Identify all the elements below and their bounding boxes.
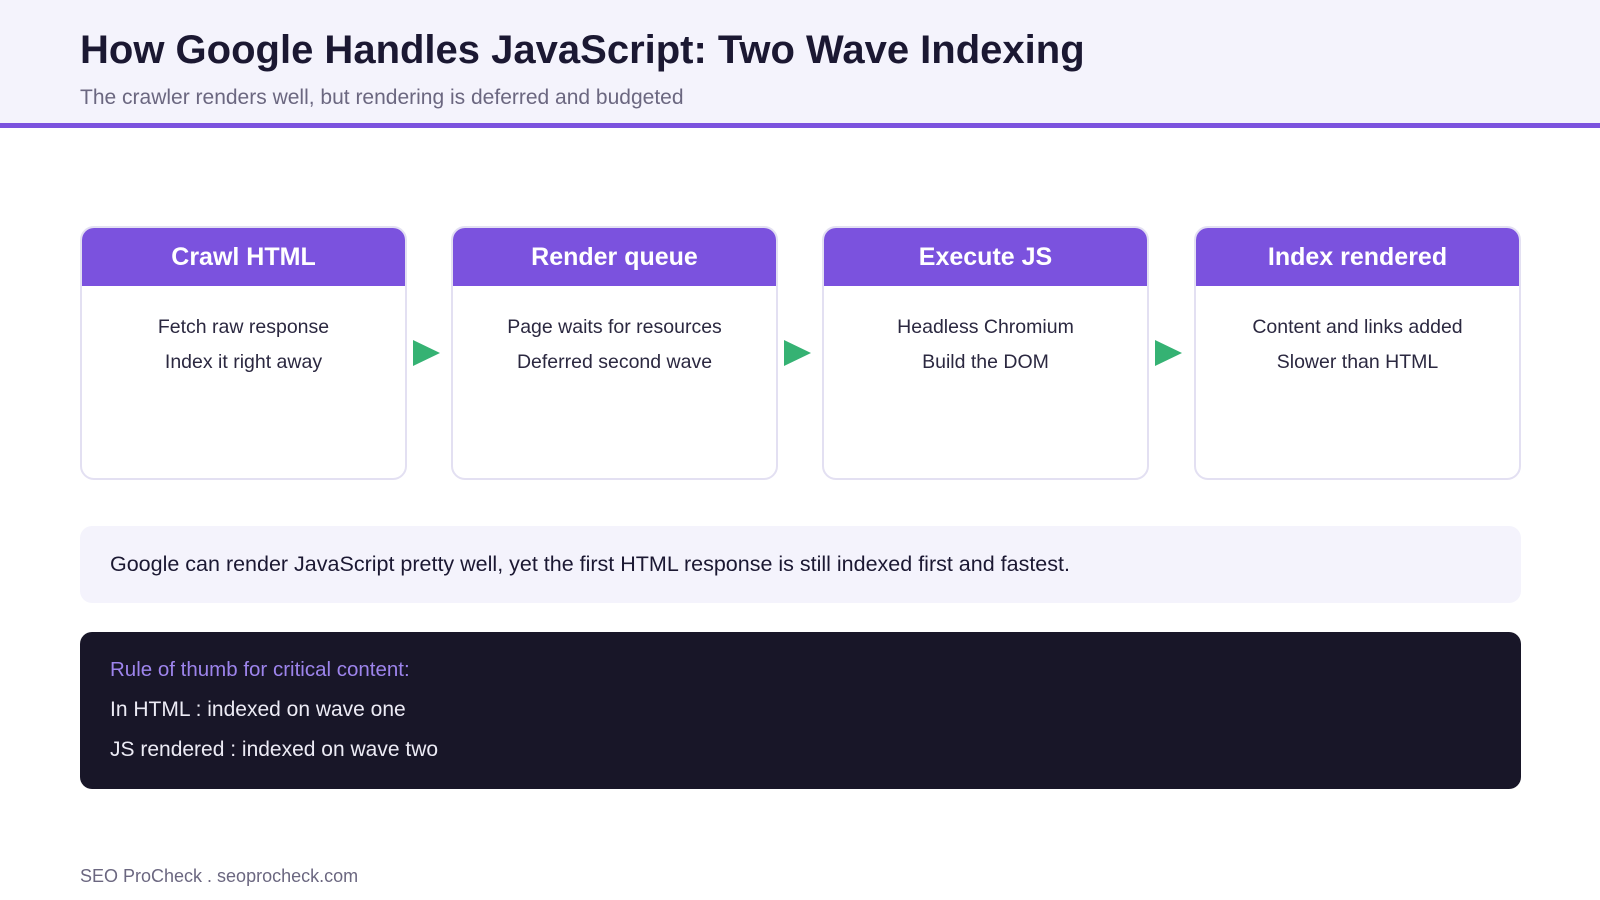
rule-line-js: JS rendered : indexed on wave two [110,738,439,761]
footer-credit: SEO ProCheck . seoprocheck.com [80,866,359,886]
arrow-right-icon [784,340,811,366]
step-detail: Fetch raw response [157,316,330,338]
step-title: Crawl HTML [82,228,405,286]
step-title: Render queue [453,228,776,286]
summary-note: Google can render JavaScript pretty well… [80,526,1521,603]
step-card-index-rendered: Index rendered Content and links added S… [1194,226,1521,480]
rule-heading: Rule of thumb for critical content: [110,658,410,681]
step-detail: Headless Chromium [897,316,1074,338]
step-card-render-queue: Render queue Page waits for resources De… [451,226,778,480]
process-flow: Crawl HTML Fetch raw response Index it r… [80,226,1521,480]
step-detail: Build the DOM [922,351,1049,373]
arrow-right-icon [413,340,440,366]
step-detail: Content and links added [1252,316,1463,338]
arrow-right-icon [1155,340,1182,366]
rule-line-html: In HTML : indexed on wave one [110,698,406,721]
step-detail: Slower than HTML [1276,351,1439,373]
step-card-crawl-html: Crawl HTML Fetch raw response Index it r… [80,226,407,480]
step-detail: Page waits for resources [507,316,722,338]
step-detail: Index it right away [164,351,323,373]
page-subtitle: The crawler renders well, but rendering … [80,86,684,109]
rule-of-thumb-panel: Rule of thumb for critical content: In H… [80,632,1521,789]
summary-note-text: Google can render JavaScript pretty well… [110,552,1070,576]
step-title: Index rendered [1196,228,1519,286]
step-detail: Deferred second wave [516,351,713,373]
header-banner: How Google Handles JavaScript: Two Wave … [0,0,1600,128]
step-title: Execute JS [824,228,1147,286]
page-title: How Google Handles JavaScript: Two Wave … [80,28,1085,72]
step-card-execute-js: Execute JS Headless Chromium Build the D… [822,226,1149,480]
